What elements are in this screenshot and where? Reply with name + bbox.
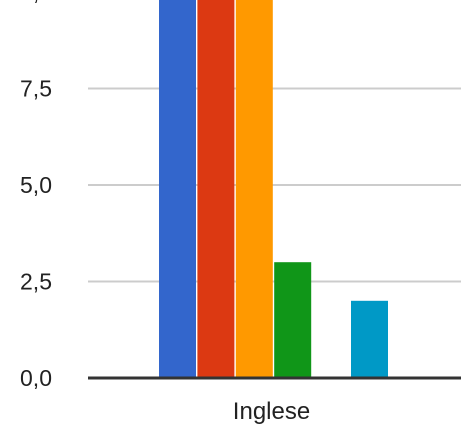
y-axis-tick-labels: 0,0 2,5 5,0 7,5 10,0	[7, 0, 52, 391]
x-category-label: Inglese	[233, 398, 310, 425]
bar	[235, 0, 273, 378]
bar	[351, 300, 388, 378]
y-tick-label: 10,0	[7, 0, 52, 5]
bar	[274, 262, 312, 378]
x-axis-category-labels: Inglese	[233, 398, 310, 425]
y-tick-label: 5,0	[20, 172, 52, 198]
y-tick-label: 7,5	[20, 76, 52, 102]
bar	[159, 0, 196, 378]
y-tick-label: 2,5	[20, 269, 52, 295]
bars	[159, 0, 388, 378]
y-tick-label: 0,0	[20, 365, 52, 391]
gridlines	[88, 87, 461, 283]
bar	[197, 0, 235, 378]
